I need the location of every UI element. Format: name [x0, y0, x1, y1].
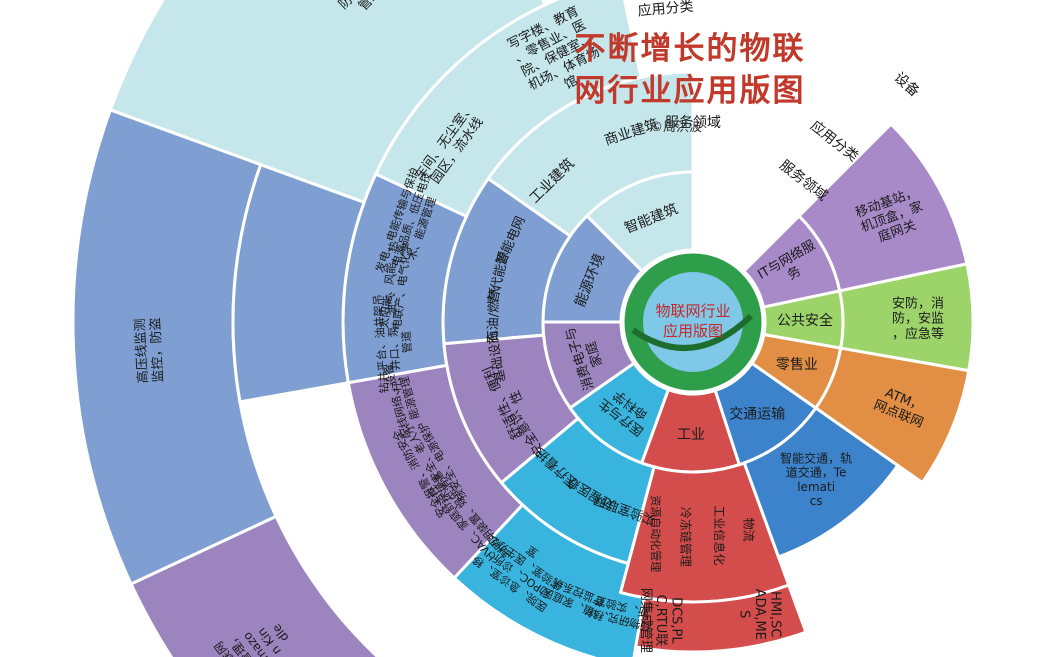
industry-domain-group: 工业: [677, 427, 705, 443]
transport-domain-group: 交通运输: [729, 406, 785, 423]
industry-device-1: DCS,PLC,RTU联网集成管理: [638, 588, 684, 653]
industry-device-1-group: DCS,PLC,RTU联网集成管理: [638, 588, 684, 653]
security-device-group: 安防，消防，安监，应急等: [892, 295, 944, 342]
ring-right-devices: 设备: [891, 69, 923, 100]
title-line-1: 不断增长的物联: [574, 31, 806, 67]
industry-device-2: HMI,SCADA,MES: [737, 589, 783, 640]
energy-app-3: 石油/燃气: [485, 287, 503, 344]
ring-right-service-domain-group: 服务领域: [776, 157, 830, 204]
retail-device-wedge: [813, 346, 971, 485]
energy-device-fill: [231, 162, 367, 404]
ring-right-service-domain: 服务领域: [776, 157, 830, 204]
consumer-place-wedge: [346, 363, 525, 581]
title-line-2: 网行业应用版图: [574, 73, 806, 109]
retail-domain: 零售业: [776, 357, 818, 373]
ring-left-app-category-group: 应用分类: [637, 0, 694, 20]
industry-app-2-group: 冷冻链管理: [678, 507, 693, 567]
ring-right-app-category-group: 应用分类: [807, 117, 862, 165]
industry-app-3-group: 工业信息化: [712, 505, 727, 565]
ring-left-service-domain: 服务领域: [665, 115, 721, 131]
consumer-device: 电纸书联网内容管理，Amazon Kindle: [212, 605, 305, 657]
industry-domain: 工业: [677, 427, 705, 443]
security-device: 安防，消防，安监，应急等: [892, 295, 944, 342]
title: 不断增长的物联 网行业应用版图: [555, 28, 825, 112]
energy-place-3-group: 钻井平台、油井架吊杆、井口、泵、油气管道: [370, 292, 417, 394]
consumer-device-wedge: [129, 514, 381, 657]
transport-domain: 交通运输: [729, 406, 785, 423]
industry-app-1-group: 资源自动化管理: [649, 495, 663, 572]
energy-device: 高压线监测监控，防盗: [132, 317, 167, 384]
transport-app-group: 智能交通，轨道交通，Te lemati cs: [780, 451, 852, 508]
security-domain: 公共安全: [777, 312, 833, 329]
energy-device-wedge: [71, 108, 279, 587]
ring-right-app-category: 应用分类: [807, 117, 862, 165]
medical-place-wedge: [452, 502, 652, 657]
center-label: 物联网行业应用版图: [655, 302, 730, 340]
energy-place-3: 钻井平台、油井架吊杆、井口、泵、油气管道: [370, 292, 417, 394]
orbit-arrow-icon: [631, 313, 754, 351]
transport-app-wedge: [742, 405, 900, 559]
industry-device-2-group: HMI,SCADA,MES: [737, 589, 783, 640]
industry-app-3: 工业信息化: [712, 505, 727, 565]
ring-right-devices-group: 设备: [891, 69, 923, 100]
energy-device-group: 高压线监测监控，防盗: [132, 317, 167, 384]
retail-domain-group: 零售业: [776, 357, 818, 373]
industry-app-2: 冷冻链管理: [678, 507, 693, 567]
credit: ©周洪波: [650, 120, 703, 135]
security-domain-group: 公共安全: [777, 312, 833, 329]
consumer-device-group: 电纸书联网内容管理，Amazon Kindle: [212, 605, 305, 657]
building-place-1: 写字楼、教育、零售业、医院、保健室、机场、体育场馆: [505, 3, 610, 107]
industry-app-1: 资源自动化管理: [649, 495, 663, 572]
ring-left-service-domain-group: 服务领域: [665, 115, 721, 131]
industry-app-4: 物流: [741, 518, 755, 542]
security-device-wedge: [837, 262, 975, 373]
ring-left-app-category: 应用分类: [637, 0, 694, 20]
building-device-wedge: [108, 0, 548, 205]
industry-app-4-group: 物流: [741, 518, 755, 542]
building-place-1-group: 写字楼、教育、零售业、医院、保健室、机场、体育场馆: [505, 3, 610, 107]
transport-app: 智能交通，轨道交通，Te lemati cs: [780, 451, 852, 508]
industry-device-wedge: [633, 583, 808, 654]
energy-app-3-group: 石油/燃气: [485, 287, 503, 344]
it-device-wedge: [796, 121, 969, 293]
